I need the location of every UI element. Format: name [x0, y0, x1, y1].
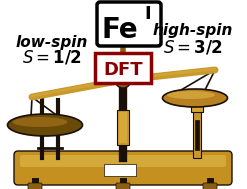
- Text: DFT: DFT: [103, 61, 143, 79]
- FancyBboxPatch shape: [116, 183, 130, 189]
- FancyBboxPatch shape: [28, 183, 42, 189]
- Ellipse shape: [13, 117, 67, 127]
- Ellipse shape: [167, 91, 215, 99]
- Text: I: I: [145, 5, 151, 23]
- FancyBboxPatch shape: [20, 155, 226, 167]
- Text: low-spin: low-spin: [16, 35, 88, 50]
- Text: Fe: Fe: [102, 16, 138, 44]
- Ellipse shape: [7, 114, 82, 136]
- Circle shape: [115, 72, 131, 88]
- Text: $S = \mathbf{1/2}$: $S = \mathbf{1/2}$: [22, 49, 82, 67]
- Text: high-spin: high-spin: [153, 22, 233, 37]
- Bar: [117, 110, 129, 145]
- FancyBboxPatch shape: [97, 2, 161, 46]
- Bar: [191, 100, 203, 112]
- Bar: [195, 120, 199, 150]
- FancyBboxPatch shape: [203, 183, 217, 189]
- Bar: [119, 112, 127, 143]
- FancyBboxPatch shape: [14, 151, 232, 185]
- Ellipse shape: [163, 89, 227, 107]
- Text: $S = \mathbf{3/2}$: $S = \mathbf{3/2}$: [163, 39, 223, 57]
- Circle shape: [119, 76, 127, 84]
- FancyBboxPatch shape: [95, 53, 151, 83]
- FancyBboxPatch shape: [104, 164, 136, 176]
- Bar: [193, 108, 201, 158]
